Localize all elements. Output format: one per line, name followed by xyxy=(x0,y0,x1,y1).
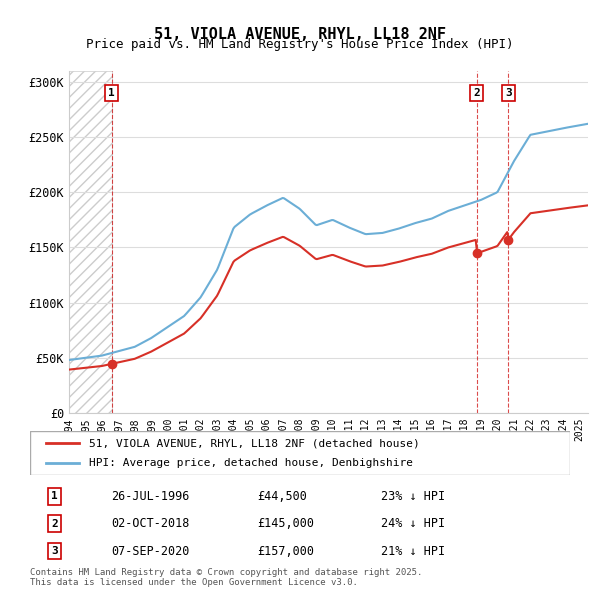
Text: 51, VIOLA AVENUE, RHYL, LL18 2NF: 51, VIOLA AVENUE, RHYL, LL18 2NF xyxy=(154,27,446,41)
Text: 21% ↓ HPI: 21% ↓ HPI xyxy=(381,545,445,558)
Text: 3: 3 xyxy=(505,88,512,98)
Text: 1: 1 xyxy=(108,88,115,98)
Text: 26-JUL-1996: 26-JUL-1996 xyxy=(111,490,190,503)
Text: Contains HM Land Registry data © Crown copyright and database right 2025.
This d: Contains HM Land Registry data © Crown c… xyxy=(30,568,422,587)
Text: 2: 2 xyxy=(51,519,58,529)
Text: 23% ↓ HPI: 23% ↓ HPI xyxy=(381,490,445,503)
Text: 1: 1 xyxy=(51,491,58,502)
Text: 2: 2 xyxy=(473,88,480,98)
Text: 51, VIOLA AVENUE, RHYL, LL18 2NF (detached house): 51, VIOLA AVENUE, RHYL, LL18 2NF (detach… xyxy=(89,438,420,448)
Text: £145,000: £145,000 xyxy=(257,517,314,530)
Text: £44,500: £44,500 xyxy=(257,490,307,503)
Text: HPI: Average price, detached house, Denbighshire: HPI: Average price, detached house, Denb… xyxy=(89,458,413,467)
FancyBboxPatch shape xyxy=(30,431,570,475)
Text: 24% ↓ HPI: 24% ↓ HPI xyxy=(381,517,445,530)
Text: 3: 3 xyxy=(51,546,58,556)
Text: 07-SEP-2020: 07-SEP-2020 xyxy=(111,545,190,558)
Text: Price paid vs. HM Land Registry's House Price Index (HPI): Price paid vs. HM Land Registry's House … xyxy=(86,38,514,51)
Text: £157,000: £157,000 xyxy=(257,545,314,558)
Bar xyxy=(69,71,112,413)
Text: 02-OCT-2018: 02-OCT-2018 xyxy=(111,517,190,530)
